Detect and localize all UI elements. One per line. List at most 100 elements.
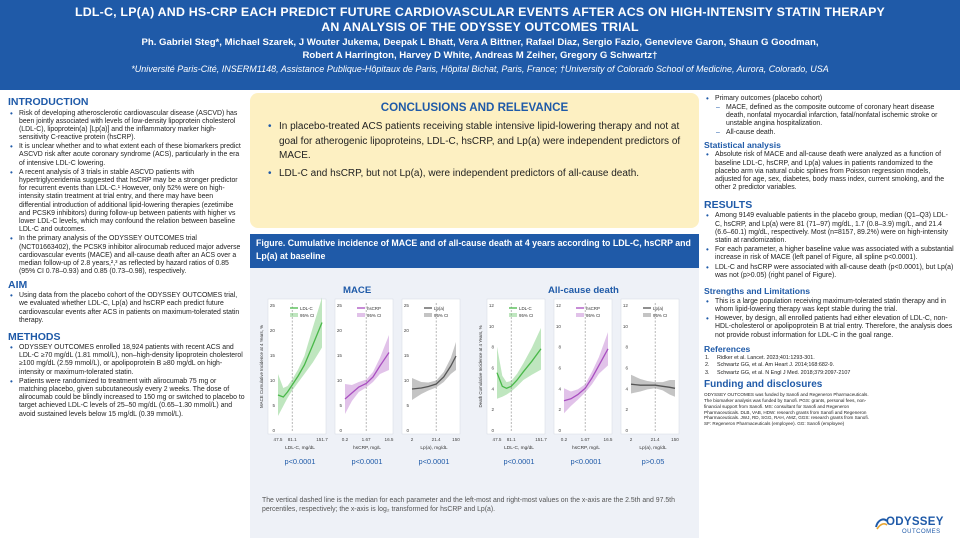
ci-band bbox=[412, 342, 456, 400]
list-item: LDL-C and hsCRP were associated with all… bbox=[704, 264, 954, 280]
poster-header: LDL-C, LP(A) AND HS-CRP EACH PREDICT FUT… bbox=[0, 0, 960, 90]
y-tick-label: 2 bbox=[491, 407, 494, 412]
legend-ci-label: 95% CI bbox=[653, 313, 667, 318]
x-tick-label: 151.7 bbox=[535, 437, 547, 442]
x-tick-label: 81.1 bbox=[288, 437, 297, 442]
list-item: This is a large population receiving max… bbox=[704, 298, 954, 314]
x-tick-label: 2 bbox=[411, 437, 414, 442]
death-panel-title: All-cause death bbox=[548, 285, 619, 296]
legend-series-label: LDL-C bbox=[519, 306, 532, 311]
p-value-label: p<0.0001 bbox=[503, 457, 534, 466]
y-tick-label: 10 bbox=[489, 324, 495, 329]
y-tick-label: 10 bbox=[337, 378, 343, 383]
y-tick-label: 12 bbox=[623, 303, 629, 308]
legend-ci-swatch bbox=[509, 313, 517, 317]
y-tick-label: 5 bbox=[339, 403, 342, 408]
spline-line bbox=[563, 348, 609, 402]
reference-item: 1. Ridker et al. Lancet. 2023;401:1293-30… bbox=[705, 354, 815, 361]
figure-footnote: The vertical dashed line is the median f… bbox=[262, 497, 675, 513]
funding-text: ODYSSEY OUTCOMES was funded by Sanofi an… bbox=[704, 392, 869, 427]
methods-list: ODYSSEY OUTCOMES enrolled 18,924 patient… bbox=[8, 344, 245, 418]
y-tick-label: 0 bbox=[558, 428, 561, 433]
legend-ci-swatch bbox=[576, 313, 584, 317]
y-tick-label: 0 bbox=[406, 428, 409, 433]
x-tick-label: 21.4 bbox=[651, 437, 660, 442]
list-item: It is unclear whether and to what extent… bbox=[8, 143, 245, 167]
legend-ci-swatch bbox=[643, 313, 651, 317]
y-tick-label: 6 bbox=[491, 366, 494, 371]
strengths-heading: Strengths and Limitations bbox=[704, 286, 810, 297]
legend-series-label: hsCRP bbox=[367, 306, 381, 311]
p-value-label: p<0.0001 bbox=[570, 457, 601, 466]
list-item: MACE, defined as the composite outcome o… bbox=[715, 104, 954, 128]
y-tick-label: 10 bbox=[404, 378, 410, 383]
legend-ci-label: 95% CI bbox=[434, 313, 448, 318]
x-tick-label: 151.7 bbox=[316, 437, 328, 442]
reference-item: 2. Schwartz GG, et al. Am Heart J. 2014;1… bbox=[705, 362, 835, 369]
x-tick-label: 2 bbox=[630, 437, 633, 442]
list-item: All-cause death. bbox=[715, 129, 954, 137]
list-item: For each parameter, a higher baseline va… bbox=[704, 246, 954, 262]
x-tick-label: 1.67 bbox=[581, 437, 590, 442]
legend-series-label: LDL-C bbox=[300, 306, 313, 311]
list-item: Patients were randomized to treatment wi… bbox=[8, 378, 245, 418]
y-tick-label: 25 bbox=[270, 303, 276, 308]
x-axis-label: Lp(a), mg/dL bbox=[639, 445, 667, 451]
y-tick-label: 12 bbox=[489, 303, 495, 308]
y-tick-label: 10 bbox=[623, 324, 629, 329]
y-tick-label: 15 bbox=[270, 353, 276, 358]
aim-list: Using data from the placebo cohort of th… bbox=[8, 292, 245, 324]
conclusions-list: In placebo-treated ACS patients receivin… bbox=[250, 114, 699, 181]
y-tick-label: 10 bbox=[270, 378, 276, 383]
y-axis-label: Death Cumulative Incidence at 4 Years, % bbox=[478, 325, 483, 407]
poster-title: LDL-C, LP(A) AND HS-CRP EACH PREDICT FUT… bbox=[0, 0, 960, 35]
plot-background bbox=[267, 298, 327, 435]
ci-band bbox=[278, 297, 322, 416]
list-item: However, by design, all enrolled patient… bbox=[704, 315, 954, 339]
y-tick-label: 25 bbox=[404, 303, 410, 308]
reference-item: 3. Schwartz GG, et al. N Engl J Med. 2018… bbox=[705, 369, 851, 376]
y-tick-label: 5 bbox=[406, 403, 409, 408]
list-item: Primary outcomes (placebo cohort) MACE, … bbox=[704, 95, 954, 138]
list-item: Risk of developing atherosclerotic cardi… bbox=[8, 110, 245, 142]
legend-ci-label: 95% CI bbox=[586, 313, 600, 318]
introduction-list: Risk of developing atherosclerotic cardi… bbox=[8, 110, 245, 276]
aim-heading: AIM bbox=[8, 278, 28, 291]
title-line-1: LDL-C, LP(A) AND HS-CRP EACH PREDICT FUT… bbox=[74, 5, 886, 19]
x-axis-label: hsCRP, mg/L bbox=[353, 445, 381, 451]
y-tick-label: 5 bbox=[272, 403, 275, 408]
list-item: A recent analysis of 3 trials in stable … bbox=[8, 169, 245, 234]
y-tick-label: 4 bbox=[625, 386, 628, 391]
statistical-list: Absolute risk of MACE and all-cause deat… bbox=[704, 151, 954, 191]
methods-heading: METHODS bbox=[8, 330, 61, 343]
p-value-label: p<0.0001 bbox=[284, 457, 315, 466]
list-item: In the primary analysis of the ODYSSEY O… bbox=[8, 235, 245, 275]
x-tick-label: 21.4 bbox=[432, 437, 441, 442]
references-list: 1. Ridker et al. Lancet. 2023;401:1293-30… bbox=[704, 355, 954, 378]
outcomes-sublist: MACE, defined as the composite outcome o… bbox=[715, 104, 954, 137]
y-tick-label: 6 bbox=[558, 366, 561, 371]
introduction-heading: INTRODUCTION bbox=[8, 96, 89, 108]
outcomes-list: Primary outcomes (placebo cohort) MACE, … bbox=[704, 95, 954, 138]
y-tick-label: 6 bbox=[625, 366, 628, 371]
spline-line bbox=[411, 355, 457, 390]
y-axis-label: MACE Cumulative Incidence at 4 Years, % bbox=[259, 325, 264, 408]
x-axis-label: Lp(a), mg/dL bbox=[420, 445, 448, 451]
plot-background bbox=[334, 298, 394, 435]
y-tick-label: 15 bbox=[404, 353, 410, 358]
x-tick-label: 0.2 bbox=[342, 437, 349, 442]
legend-ci-swatch bbox=[424, 313, 432, 317]
list-item: In placebo-treated ACS patients receivin… bbox=[268, 120, 681, 164]
y-tick-label: 20 bbox=[404, 328, 410, 333]
ci-band bbox=[345, 335, 389, 414]
logo-sub: OUTCOMES bbox=[902, 529, 941, 535]
plot-background bbox=[553, 298, 613, 435]
odyssey-outcomes-logo: ODYSSEY OUTCOMES bbox=[874, 516, 954, 538]
y-tick-label: 0 bbox=[491, 428, 494, 433]
x-tick-label: 1.67 bbox=[362, 437, 371, 442]
legend-series-label: Lp(a) bbox=[653, 306, 664, 311]
y-tick-label: 4 bbox=[558, 386, 561, 391]
y-tick-label: 0 bbox=[625, 428, 628, 433]
plot-background bbox=[486, 298, 546, 435]
